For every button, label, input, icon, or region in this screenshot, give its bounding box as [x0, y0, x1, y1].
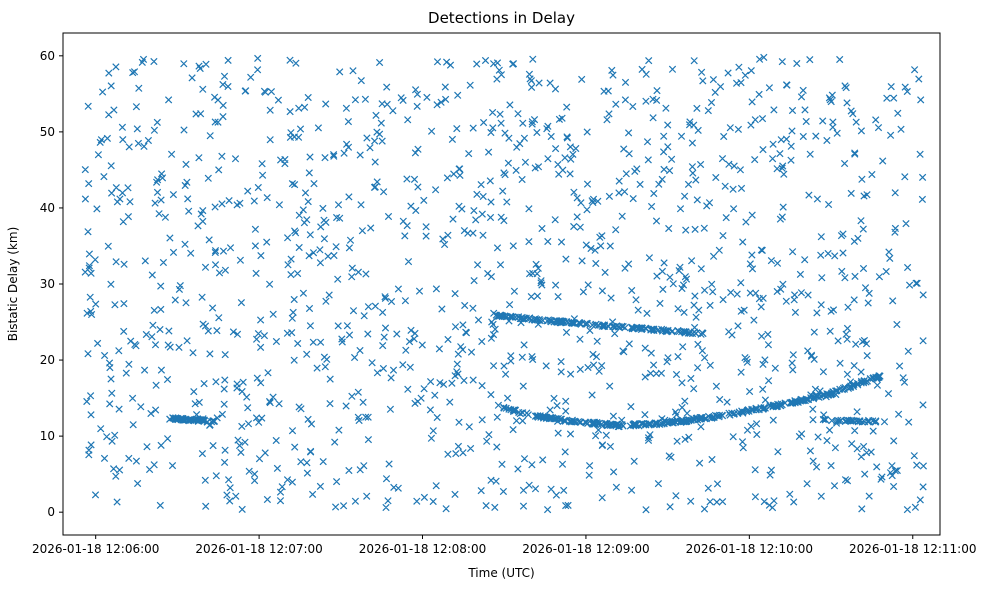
x-tick-label: 2026-01-18 12:06:00: [32, 542, 159, 556]
y-tick-label: 30: [40, 277, 55, 291]
chart-title: Detections in Delay: [428, 9, 575, 27]
y-axis-label: Bistatic Delay (km): [6, 227, 20, 342]
x-tick-label: 2026-01-18 12:11:00: [849, 542, 976, 556]
plot-border: [62, 32, 941, 536]
y-tick-label: 50: [40, 125, 55, 139]
scatter-points: [81, 53, 928, 514]
x-axis-ticks: 2026-01-18 12:06:00 2026-01-18 12:07:00 20…: [32, 535, 976, 556]
y-tick-label: 60: [40, 49, 55, 63]
x-axis-label: Time (UTC): [467, 566, 534, 580]
x-tick-label: 2026-01-18 12:09:00: [522, 542, 649, 556]
x-tick-label: 2026-01-18 12:10:00: [686, 542, 813, 556]
x-tick-label: 2026-01-18 12:07:00: [195, 542, 322, 556]
y-tick-label: 10: [40, 429, 55, 443]
y-axis-ticks: 0 10 20 30 40 50 60: [40, 49, 63, 519]
y-tick-label: 0: [47, 505, 55, 519]
y-tick-label: 20: [40, 353, 55, 367]
x-tick-label: 2026-01-18 12:08:00: [359, 542, 486, 556]
y-tick-label: 40: [40, 201, 55, 215]
